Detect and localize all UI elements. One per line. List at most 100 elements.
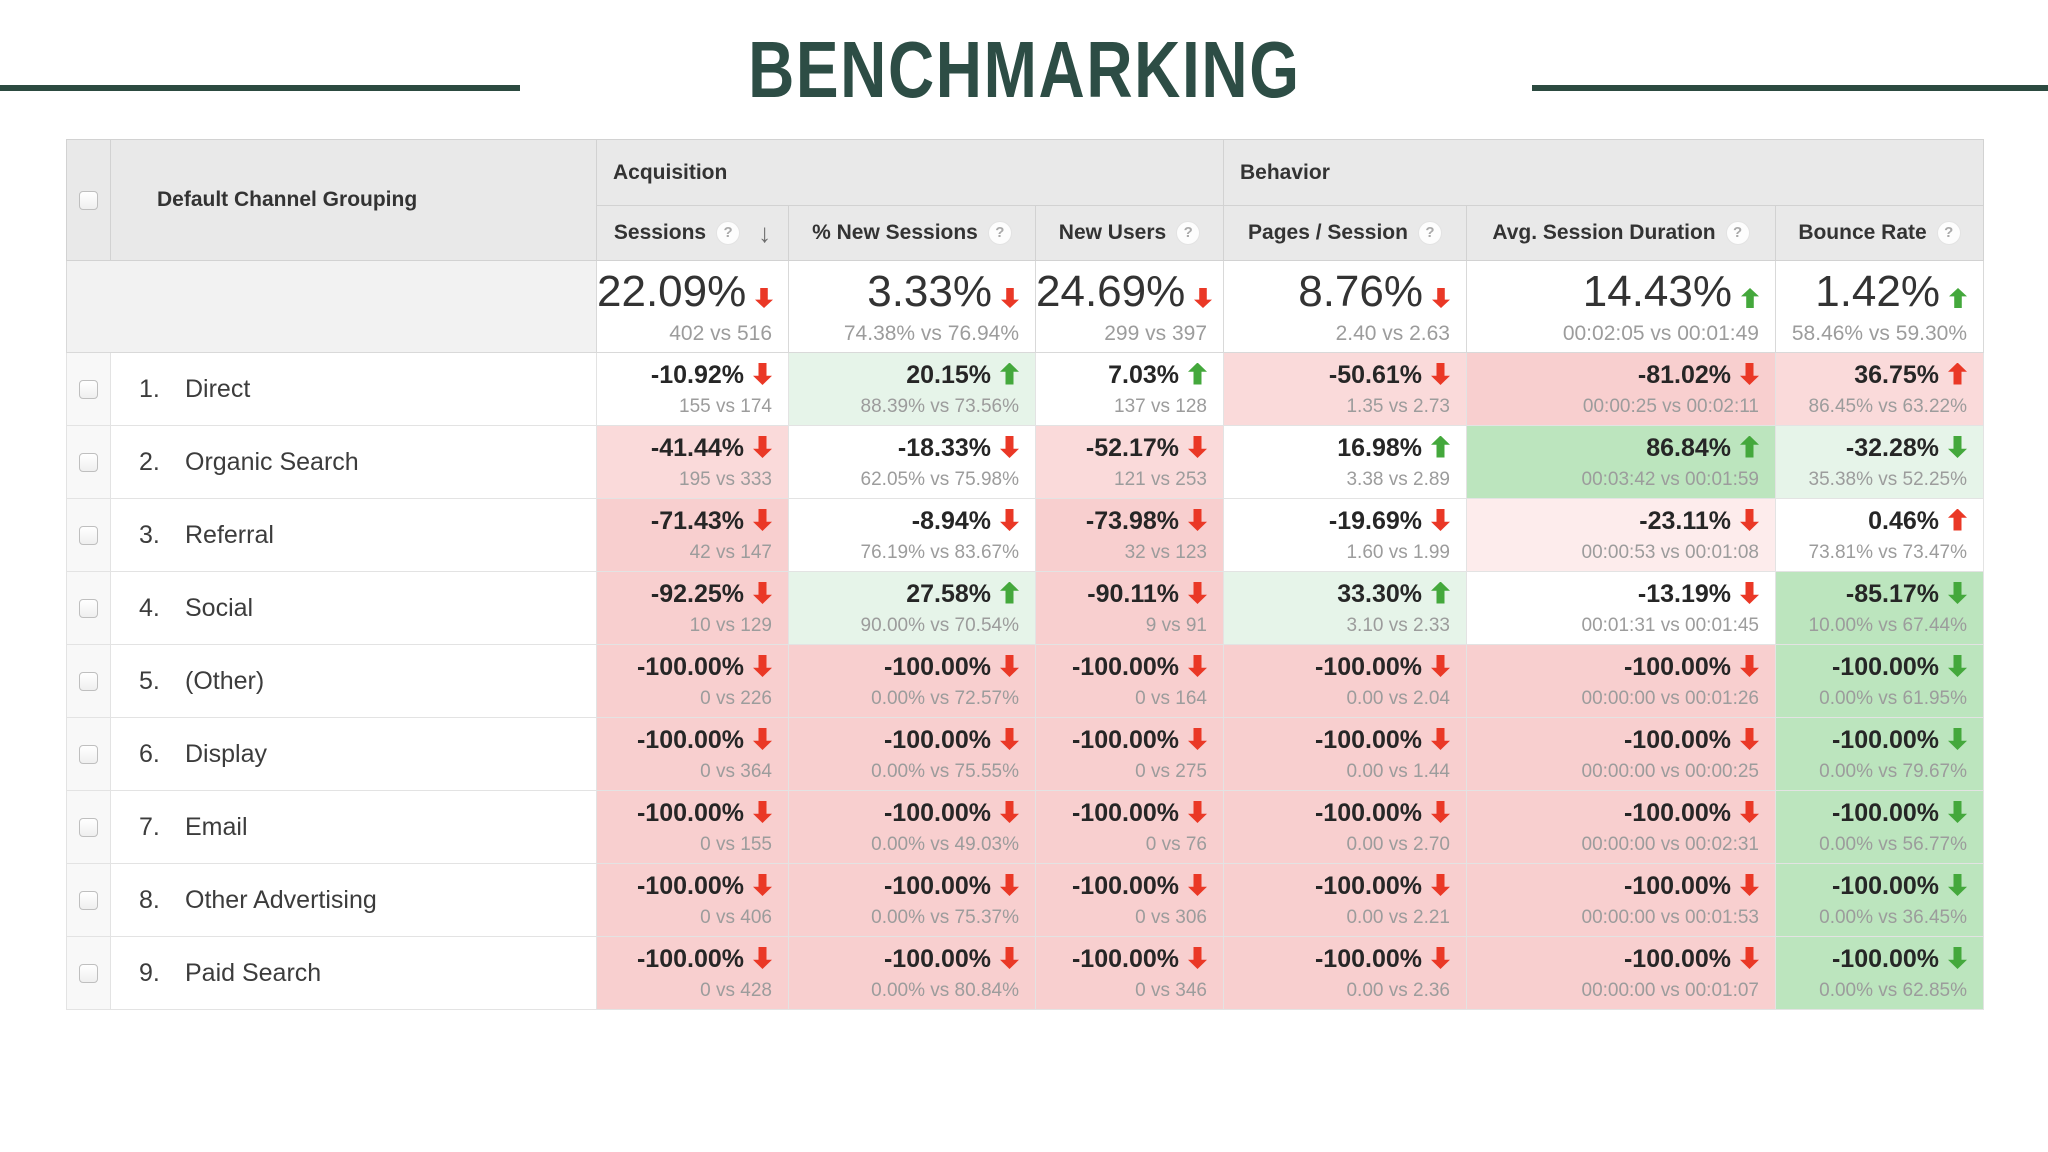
column-header--new-sessions[interactable]: % New Sessions? <box>788 205 1036 261</box>
sort-desc-arrow-icon[interactable]: ↓ <box>758 217 772 248</box>
metric-cell: 36.75% 86.45% vs 63.22% <box>1775 352 1984 426</box>
row-checkbox[interactable] <box>79 452 98 472</box>
help-icon[interactable]: ? <box>1725 221 1750 246</box>
row-number: 3. <box>139 520 160 549</box>
percent-change-value: -100.00% <box>1314 871 1422 900</box>
select-all-checkbox[interactable] <box>79 190 98 210</box>
percent-change-value: -23.11% <box>1639 506 1731 535</box>
table-row-organic-search: 2. Organic Search -41.44% 195 vs 333 -18.33%… <box>66 425 1984 499</box>
row-checkbox[interactable] <box>79 525 98 545</box>
metric-cell: -100.00% 0 vs 226 <box>596 644 789 718</box>
red-down-arrow-icon <box>1000 874 1019 896</box>
column-header-default-channel-grouping[interactable]: Default Channel Grouping <box>110 139 597 261</box>
metric-cell: -100.00% 0.00 vs 2.70 <box>1223 790 1467 864</box>
comparison-values: 0.00% vs 72.57% <box>871 687 1019 709</box>
comparison-values: 0 vs 406 <box>700 906 772 928</box>
row-checkbox[interactable] <box>79 817 98 837</box>
metric-cell: 0.46% 73.81% vs 73.47% <box>1775 498 1984 572</box>
title-rule-left <box>0 85 520 91</box>
red-down-arrow-icon <box>1431 801 1450 823</box>
help-icon[interactable]: ? <box>1176 221 1201 246</box>
comparison-values: 0 vs 428 <box>700 979 772 1001</box>
row-checkbox[interactable] <box>79 598 98 618</box>
comparison-values: 1.35 vs 2.73 <box>1346 395 1450 417</box>
row-checkbox[interactable] <box>79 744 98 764</box>
help-icon[interactable]: ? <box>987 221 1012 246</box>
help-icon[interactable]: ? <box>716 221 741 245</box>
metric-cell: -18.33% 62.05% vs 75.98% <box>788 425 1036 499</box>
column-header-pages-session[interactable]: Pages / Session? <box>1223 205 1467 261</box>
percent-change-value: 27.58% <box>906 579 991 608</box>
green-down-arrow-icon <box>1948 801 1967 823</box>
percent-change-value: -100.00% <box>1314 652 1422 681</box>
comparison-values: 0.00% vs 79.67% <box>1819 760 1967 782</box>
percent-change-value: 8.76% <box>1298 267 1423 316</box>
green-down-arrow-icon <box>1948 947 1967 969</box>
comparison-values: 90.00% vs 70.54% <box>860 614 1019 636</box>
metric-cell: -100.00% 0.00% vs 75.37% <box>788 863 1036 937</box>
red-down-arrow-icon <box>1432 288 1450 308</box>
red-down-arrow-icon <box>1188 582 1207 604</box>
percent-change-value: 86.84% <box>1646 433 1731 462</box>
column-header-bounce-rate[interactable]: Bounce Rate? <box>1775 205 1984 261</box>
column-header-new-users[interactable]: New Users? <box>1035 205 1224 261</box>
column-header-avg-session-duration[interactable]: Avg. Session Duration? <box>1466 205 1776 261</box>
row-checkbox[interactable] <box>79 963 98 983</box>
red-down-arrow-icon <box>1740 801 1759 823</box>
percent-change-value: -100.00% <box>883 871 991 900</box>
comparison-values: 76.19% vs 83.67% <box>860 541 1019 563</box>
metric-cell: -100.00% 0 vs 306 <box>1035 863 1224 937</box>
green-up-arrow-icon <box>1000 581 1019 604</box>
channel-cell: 5. (Other) <box>110 644 597 718</box>
comparison-values: 62.05% vs 75.98% <box>860 468 1019 490</box>
red-down-arrow-icon <box>1431 947 1450 969</box>
green-down-arrow-icon <box>1948 874 1967 896</box>
percent-change-value: -100.00% <box>1831 871 1939 900</box>
row-checkbox-cell <box>66 863 111 937</box>
comparison-values: 74.38% vs 76.94% <box>843 322 1019 345</box>
channel-cell: 9. Paid Search <box>110 936 597 1010</box>
select-all-cell <box>66 139 111 261</box>
comparison-values: 3.38 vs 2.89 <box>1346 468 1450 490</box>
comparison-values: 0.00% vs 36.45% <box>1819 906 1967 928</box>
metric-cell: -100.00% 0 vs 164 <box>1035 644 1224 718</box>
comparison-values: 00:00:53 vs 00:01:08 <box>1581 541 1759 563</box>
comparison-values: 88.39% vs 73.56% <box>860 395 1019 417</box>
red-down-arrow-icon <box>1740 582 1759 604</box>
comparison-values: 0.00 vs 2.70 <box>1346 833 1450 855</box>
percent-change-value: -100.00% <box>636 798 744 827</box>
percent-change-value: -100.00% <box>1071 652 1179 681</box>
help-icon[interactable]: ? <box>1417 221 1442 246</box>
percent-change-value: -100.00% <box>636 944 744 973</box>
comparison-values: 00:00:00 vs 00:01:26 <box>1581 687 1759 709</box>
red-down-arrow-icon <box>1740 655 1759 677</box>
percent-change-value: -100.00% <box>1623 652 1731 681</box>
summary-row: 22.09% 402 vs 516 3.33% 74.38% vs 76.94% 24.… <box>66 260 1984 353</box>
help-icon[interactable]: ? <box>1936 221 1961 246</box>
row-checkbox[interactable] <box>79 379 98 399</box>
metric-cell: 22.09% 402 vs 516 <box>596 260 789 353</box>
comparison-values: 10 vs 129 <box>689 614 772 636</box>
row-checkbox[interactable] <box>79 671 98 691</box>
percent-change-value: -41.44% <box>650 433 744 462</box>
table-row-paid-search: 9. Paid Search -100.00% 0 vs 428 -100.00% 0.0… <box>66 936 1984 1010</box>
red-down-arrow-icon <box>1740 363 1759 385</box>
metric-cell: 33.30% 3.10 vs 2.33 <box>1223 571 1467 645</box>
percent-change-value: -100.00% <box>883 798 991 827</box>
red-down-arrow-icon <box>1000 655 1019 677</box>
percent-change-value: -100.00% <box>1314 944 1422 973</box>
metric-cell: 27.58% 90.00% vs 70.54% <box>788 571 1036 645</box>
percent-change-value: -100.00% <box>1831 944 1939 973</box>
comparison-values: 58.46% vs 59.30% <box>1791 322 1967 345</box>
row-checkbox-cell <box>66 644 111 718</box>
comparison-values: 35.38% vs 52.25% <box>1808 468 1967 490</box>
percent-change-value: -100.00% <box>1071 798 1179 827</box>
percent-change-value: -100.00% <box>883 944 991 973</box>
group-header-acquisition: Acquisition <box>596 139 1224 206</box>
comparison-values: 0.00% vs 80.84% <box>871 979 1019 1001</box>
red-down-arrow-icon <box>1740 874 1759 896</box>
column-header-sessions[interactable]: Sessions? ↓ <box>596 205 789 261</box>
percent-change-value: 33.30% <box>1337 579 1422 608</box>
row-checkbox[interactable] <box>79 890 98 910</box>
red-down-arrow-icon <box>1431 509 1450 531</box>
